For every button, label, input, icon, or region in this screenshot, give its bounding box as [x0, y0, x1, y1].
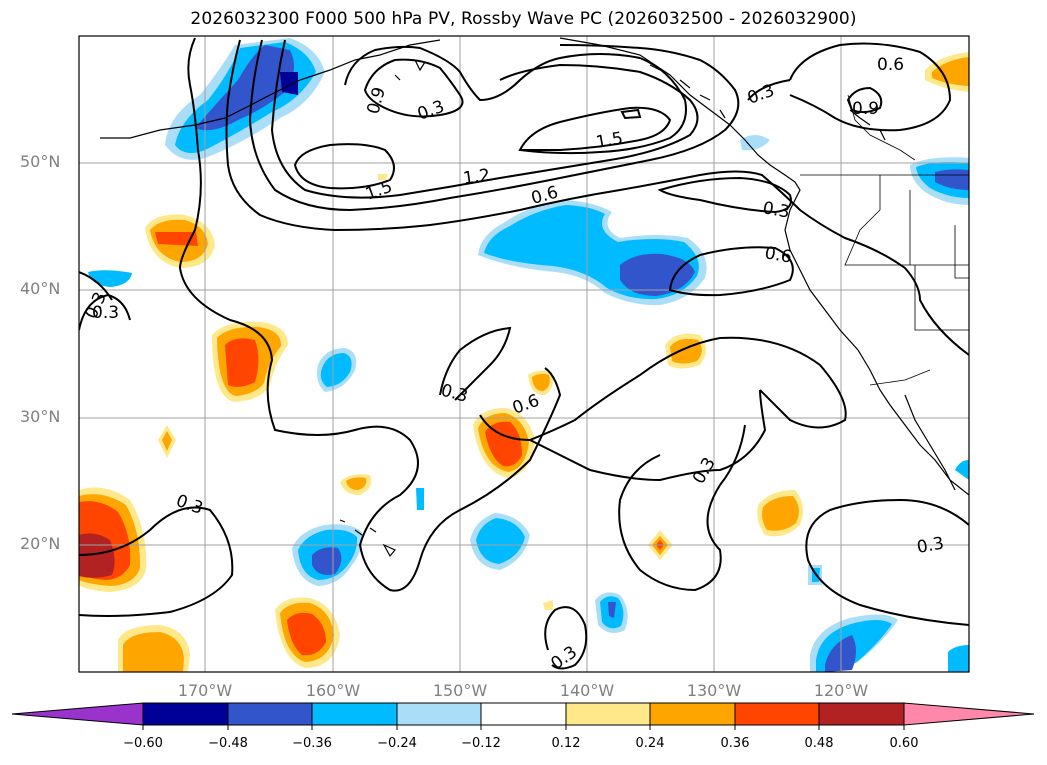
contour-label: 0.3 [915, 534, 945, 558]
contour-label: 0.3 [761, 198, 791, 222]
colorbar-segment [227, 702, 313, 726]
lon-label-140w: 140°W [559, 681, 615, 700]
lat-label-30n: 30°N [20, 407, 61, 426]
contour-label: 1.2 [462, 165, 492, 189]
lat-label-50n: 50°N [20, 152, 61, 171]
lon-label-170w: 170°W [177, 681, 233, 700]
colorbar-extend-low [11, 702, 144, 726]
colorbar [11, 702, 1035, 730]
contour-label: 0.3 [547, 642, 581, 674]
colorbar-segment [734, 702, 820, 726]
contour-label: 0.6 [510, 391, 542, 419]
plot-frame [78, 35, 970, 673]
shaded-anomalies [79, 38, 969, 672]
contour-label: 0.3 [173, 491, 205, 519]
contour-label: 0.6 [763, 243, 793, 267]
negative-anomaly-small [88, 135, 969, 672]
colorbar-tick-label: −0.48 [208, 736, 248, 751]
colorbar-tick-label: 0.60 [889, 736, 919, 751]
colorbar-segment [480, 702, 567, 726]
colorbar-tick-label: −0.36 [292, 736, 332, 751]
colorbar-segment [311, 702, 398, 726]
colorbar-tick-label: 0.24 [635, 736, 665, 751]
colorbar-segment [818, 702, 905, 726]
colorbar-segment [396, 702, 482, 726]
contour-label: 0.9 [364, 85, 390, 116]
colorbar-tick-label: −0.12 [461, 736, 501, 751]
borders [800, 94, 969, 386]
negative-anomaly-pacific [478, 200, 707, 306]
contour-label: 0.3 [415, 97, 447, 125]
contour-label: 0.6 [877, 55, 904, 75]
colorbar-segment [142, 702, 229, 726]
contour-label: 0.9 [852, 99, 879, 119]
positive-anomaly [79, 52, 969, 672]
contour-label: 0.3 [92, 303, 119, 323]
colorbar-tick-label: −0.60 [123, 736, 163, 751]
colorbar-extend-high [903, 702, 1035, 726]
lon-label-160w: 160°W [305, 681, 361, 700]
contour-label: 1.5 [594, 129, 624, 153]
lon-label-130w: 130°W [686, 681, 742, 700]
colorbar-segment [565, 702, 651, 726]
lon-label-120w: 120°W [813, 681, 869, 700]
colorbar-segment [649, 702, 736, 726]
colorbar-tick-label: −0.24 [377, 736, 417, 751]
colorbar-tick-label: 0.48 [804, 736, 834, 751]
map-title: 2026032300 F000 500 hPa PV, Rossby Wave … [190, 9, 857, 29]
colorbar-tick-label: 0.12 [551, 736, 581, 751]
coastlines [100, 37, 969, 558]
lon-label-150w: 150°W [432, 681, 488, 700]
contour-label: 0.3 [689, 454, 720, 487]
pv-contours [79, 37, 969, 670]
lat-label-20n: 20°N [20, 534, 61, 553]
contour-label: 0.3 [439, 381, 470, 407]
colorbar-tick-label: 0.36 [720, 736, 750, 751]
lat-label-40n: 40°N [20, 279, 61, 298]
